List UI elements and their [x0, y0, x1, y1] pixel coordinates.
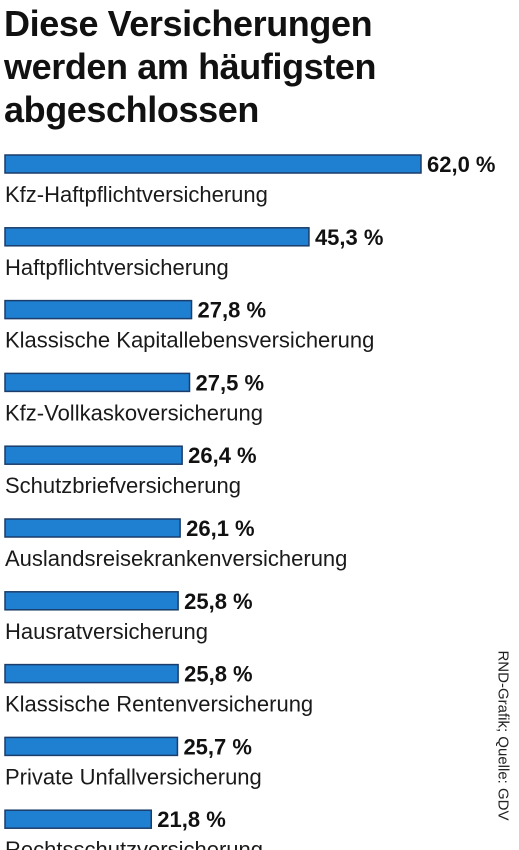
- category-label: Private Unfallversicherung: [5, 764, 262, 789]
- bar-value-label: 25,8 %: [184, 662, 253, 687]
- source-credit: RND-Grafik; Quelle: GDV: [492, 630, 514, 840]
- bar-value-label: 21,8 %: [157, 807, 226, 832]
- bar: [4, 736, 179, 757]
- category-label: Klassische Rentenversicherung: [5, 692, 313, 717]
- bar-value-label: 62,0 %: [427, 152, 496, 177]
- source-text: RND-Grafik; Quelle: GDV: [494, 649, 512, 821]
- chart-title: Diese Versicherungen werden am häufigste…: [4, 3, 377, 130]
- category-label: Hausratversicherung: [5, 619, 208, 644]
- category-label: Auslandsreisekrankenversicherung: [5, 546, 347, 571]
- bar: [4, 299, 193, 320]
- category-label: Rechtsschutzversicherung: [5, 837, 263, 850]
- bar-value-label: 27,5 %: [196, 370, 264, 395]
- bar-value-label: 25,8 %: [184, 589, 253, 614]
- category-label: Klassische Kapitallebensversicherung: [5, 328, 374, 353]
- bar: [4, 154, 422, 174]
- bar-value-label: 45,3 %: [315, 225, 384, 250]
- category-label: Kfz-Vollkaskoversicherung: [5, 400, 263, 425]
- bar: [4, 518, 181, 538]
- bar: [4, 227, 310, 247]
- bar-value-label: 25,7 %: [183, 734, 252, 759]
- bar-value-label: 26,1 %: [186, 516, 255, 541]
- bar: [4, 372, 191, 393]
- category-label: Haftpflichtversicherung: [5, 255, 229, 280]
- bar: [4, 663, 179, 684]
- bar: [4, 809, 153, 829]
- bar-value-label: 27,8 %: [198, 298, 267, 323]
- category-label: Schutzbriefversicherung: [5, 473, 241, 498]
- bar: [4, 445, 183, 465]
- bar-value-label: 26,4 %: [188, 443, 257, 468]
- bar: [4, 591, 179, 611]
- category-label: Kfz-Haftpflichtversicherung: [5, 182, 268, 207]
